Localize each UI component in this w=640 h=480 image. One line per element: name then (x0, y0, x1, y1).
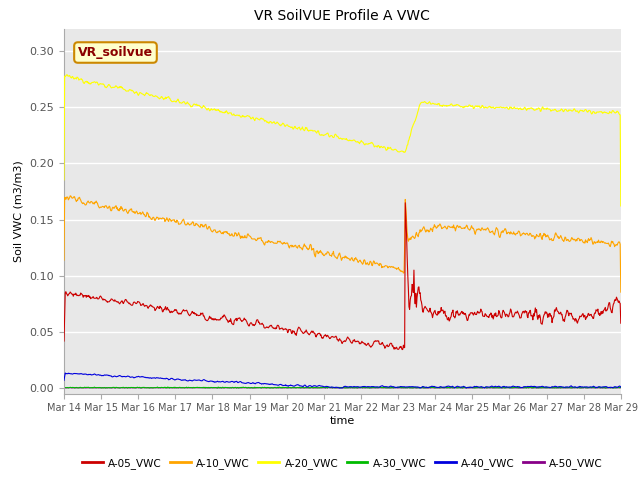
Title: VR SoilVUE Profile A VWC: VR SoilVUE Profile A VWC (255, 10, 430, 24)
Y-axis label: Soil VWC (m3/m3): Soil VWC (m3/m3) (14, 160, 24, 262)
X-axis label: time: time (330, 416, 355, 426)
Text: VR_soilvue: VR_soilvue (78, 46, 153, 59)
Legend: A-05_VWC, A-10_VWC, A-20_VWC, A-30_VWC, A-40_VWC, A-50_VWC: A-05_VWC, A-10_VWC, A-20_VWC, A-30_VWC, … (78, 454, 607, 473)
